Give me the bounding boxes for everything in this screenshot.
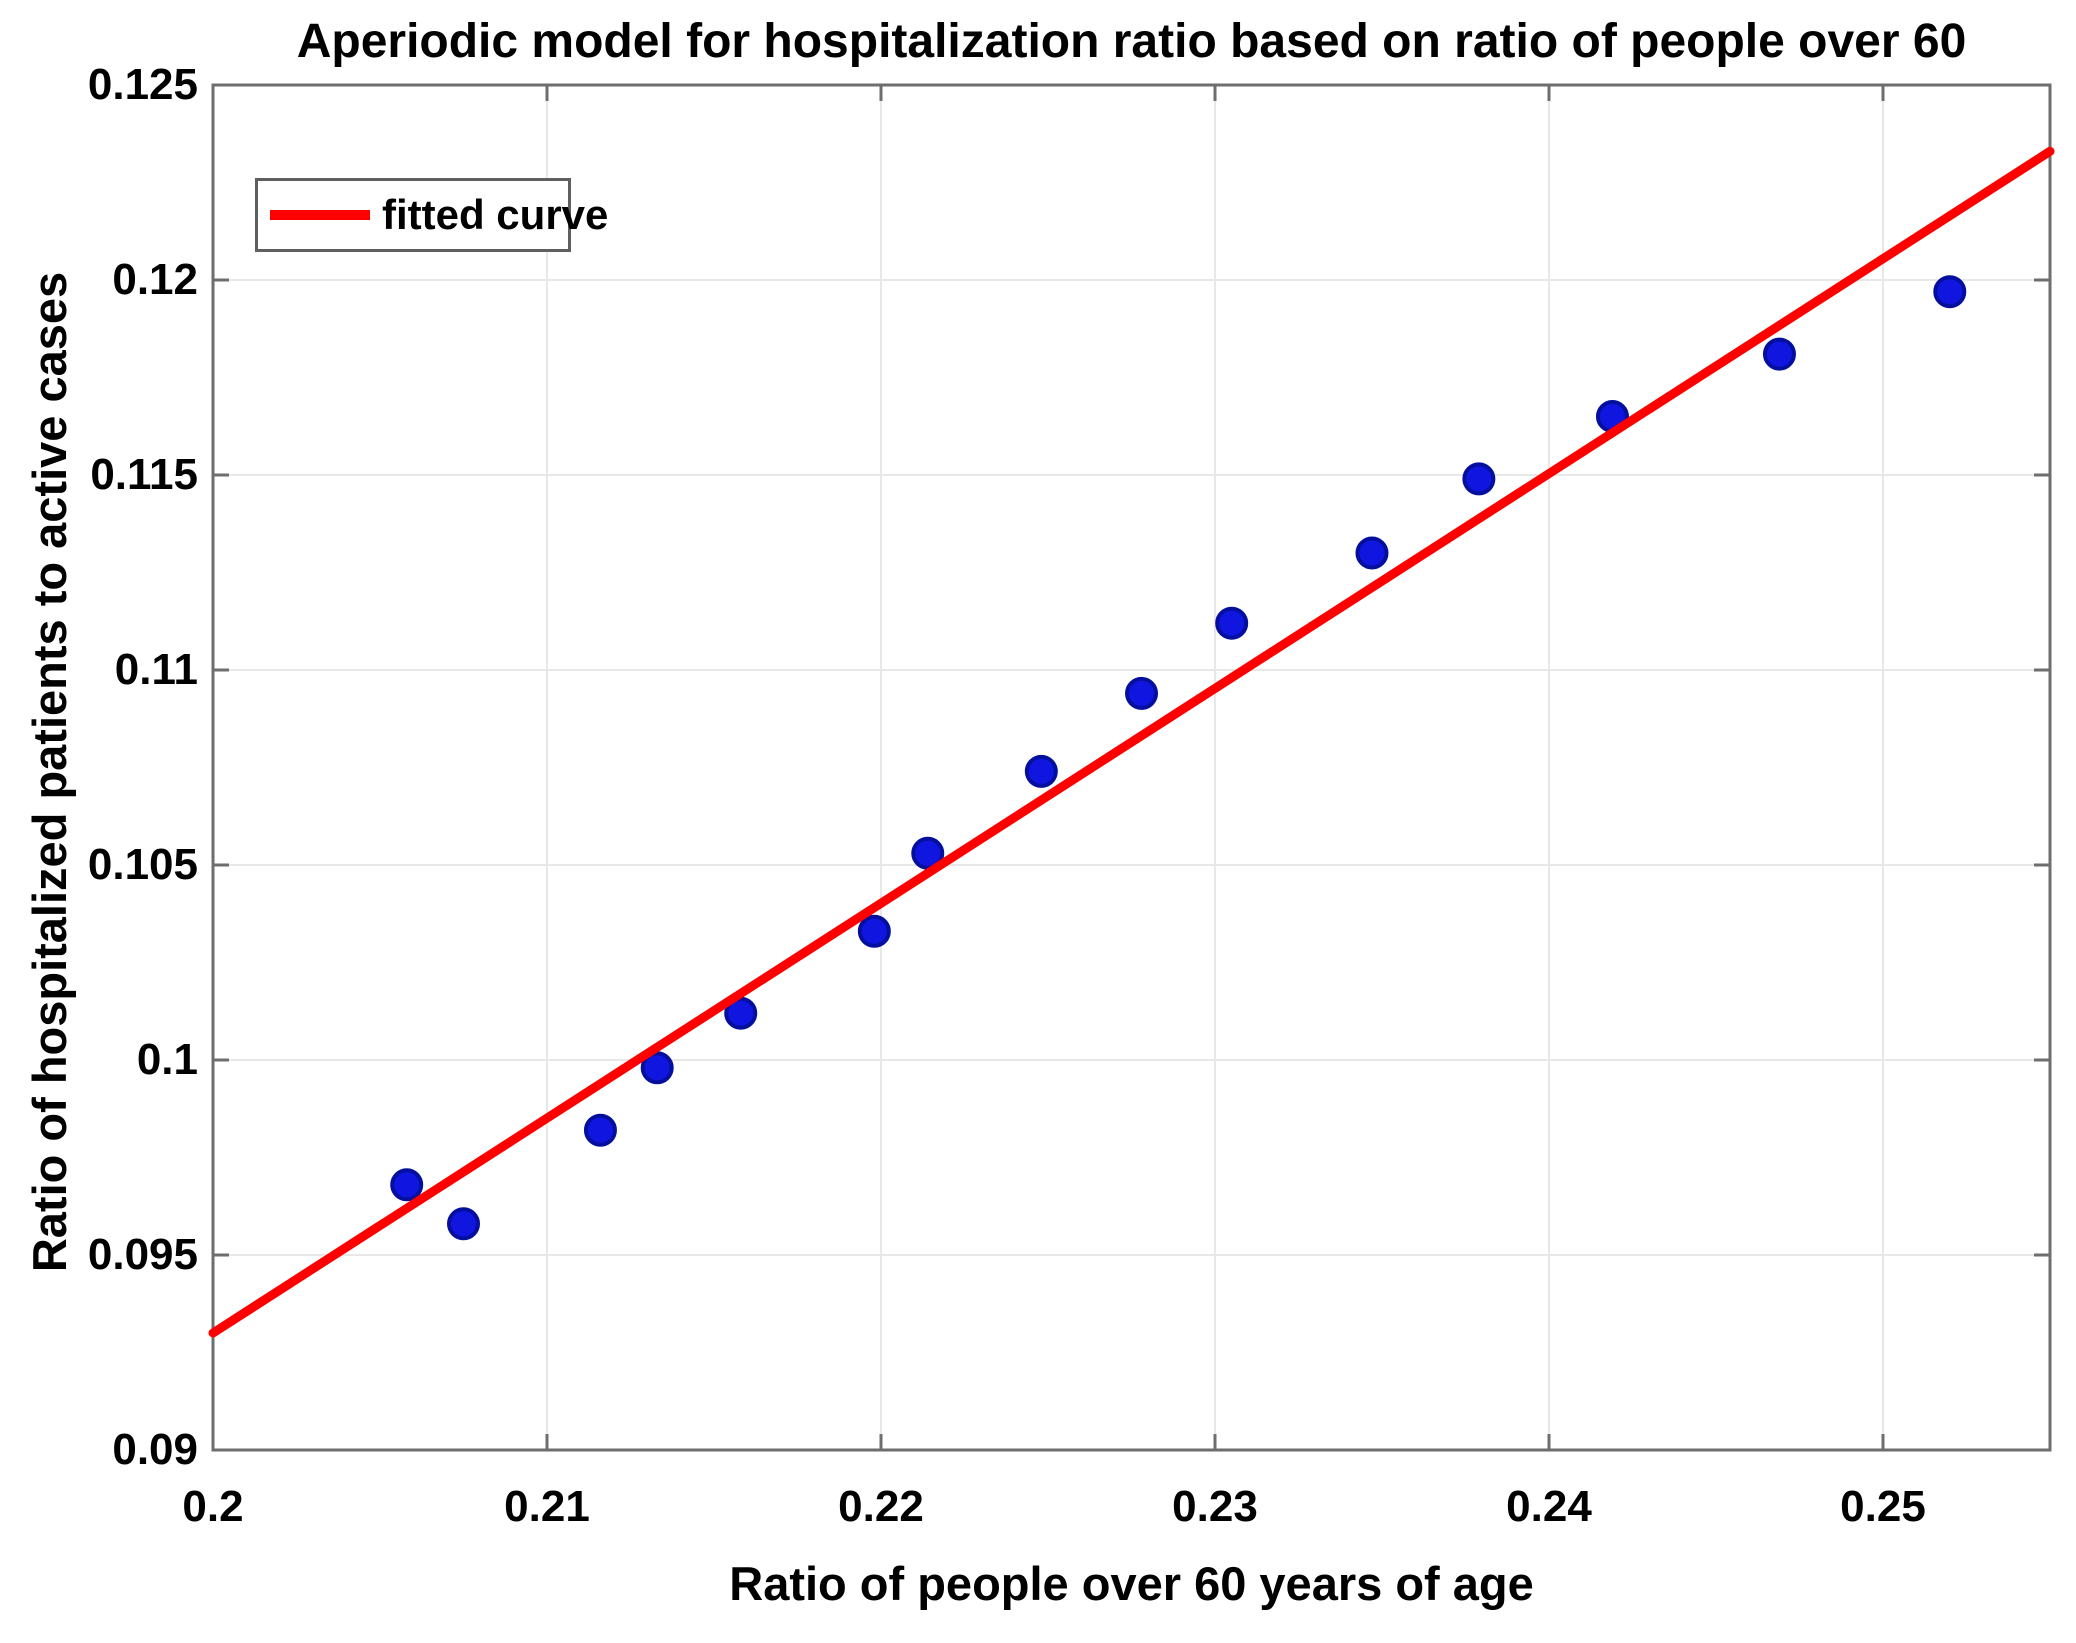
data-point <box>1762 337 1796 371</box>
legend-line-swatch <box>270 210 370 220</box>
x-tick-label: 0.21 <box>504 1482 590 1531</box>
y-tick-label: 0.125 <box>87 60 198 109</box>
y-tick-label: 0.12 <box>112 255 198 304</box>
y-tick-label: 0.095 <box>87 1230 198 1279</box>
data-point <box>911 836 945 870</box>
x-tick-label: 0.25 <box>1840 1482 1926 1531</box>
legend: fitted curve <box>255 178 608 252</box>
data-point <box>447 1207 480 1241</box>
y-tick-label: 0.09 <box>112 1425 198 1474</box>
data-point <box>857 914 891 948</box>
legend-label: fitted curve <box>382 191 609 238</box>
data-point <box>1355 536 1389 570</box>
data-point <box>1024 754 1058 788</box>
fitted-line <box>208 146 2055 1338</box>
y-tick-label: 0.105 <box>87 840 198 889</box>
x-tick-label: 0.23 <box>1172 1482 1258 1531</box>
chart-title: Aperiodic model for hospitalization rati… <box>296 15 1967 68</box>
data-point <box>1215 606 1249 640</box>
x-tick-label: 0.24 <box>1506 1482 1592 1531</box>
y-tick-label: 0.1 <box>136 1035 198 1084</box>
data-point <box>640 1051 674 1085</box>
y-tick-label: 0.11 <box>114 645 198 694</box>
data-point <box>390 1168 424 1202</box>
x-tick-label: 0.2 <box>182 1482 244 1531</box>
data-point <box>1462 462 1496 496</box>
data-point <box>1125 676 1159 710</box>
y-tick-label: 0.115 <box>90 450 198 499</box>
data-point <box>583 1113 617 1147</box>
axes-frame <box>211 83 2052 1452</box>
data-point <box>1933 275 1967 309</box>
x-axis-label: Ratio of people over 60 years of age <box>729 1557 1534 1610</box>
x-tick-label: 0.22 <box>838 1482 924 1531</box>
